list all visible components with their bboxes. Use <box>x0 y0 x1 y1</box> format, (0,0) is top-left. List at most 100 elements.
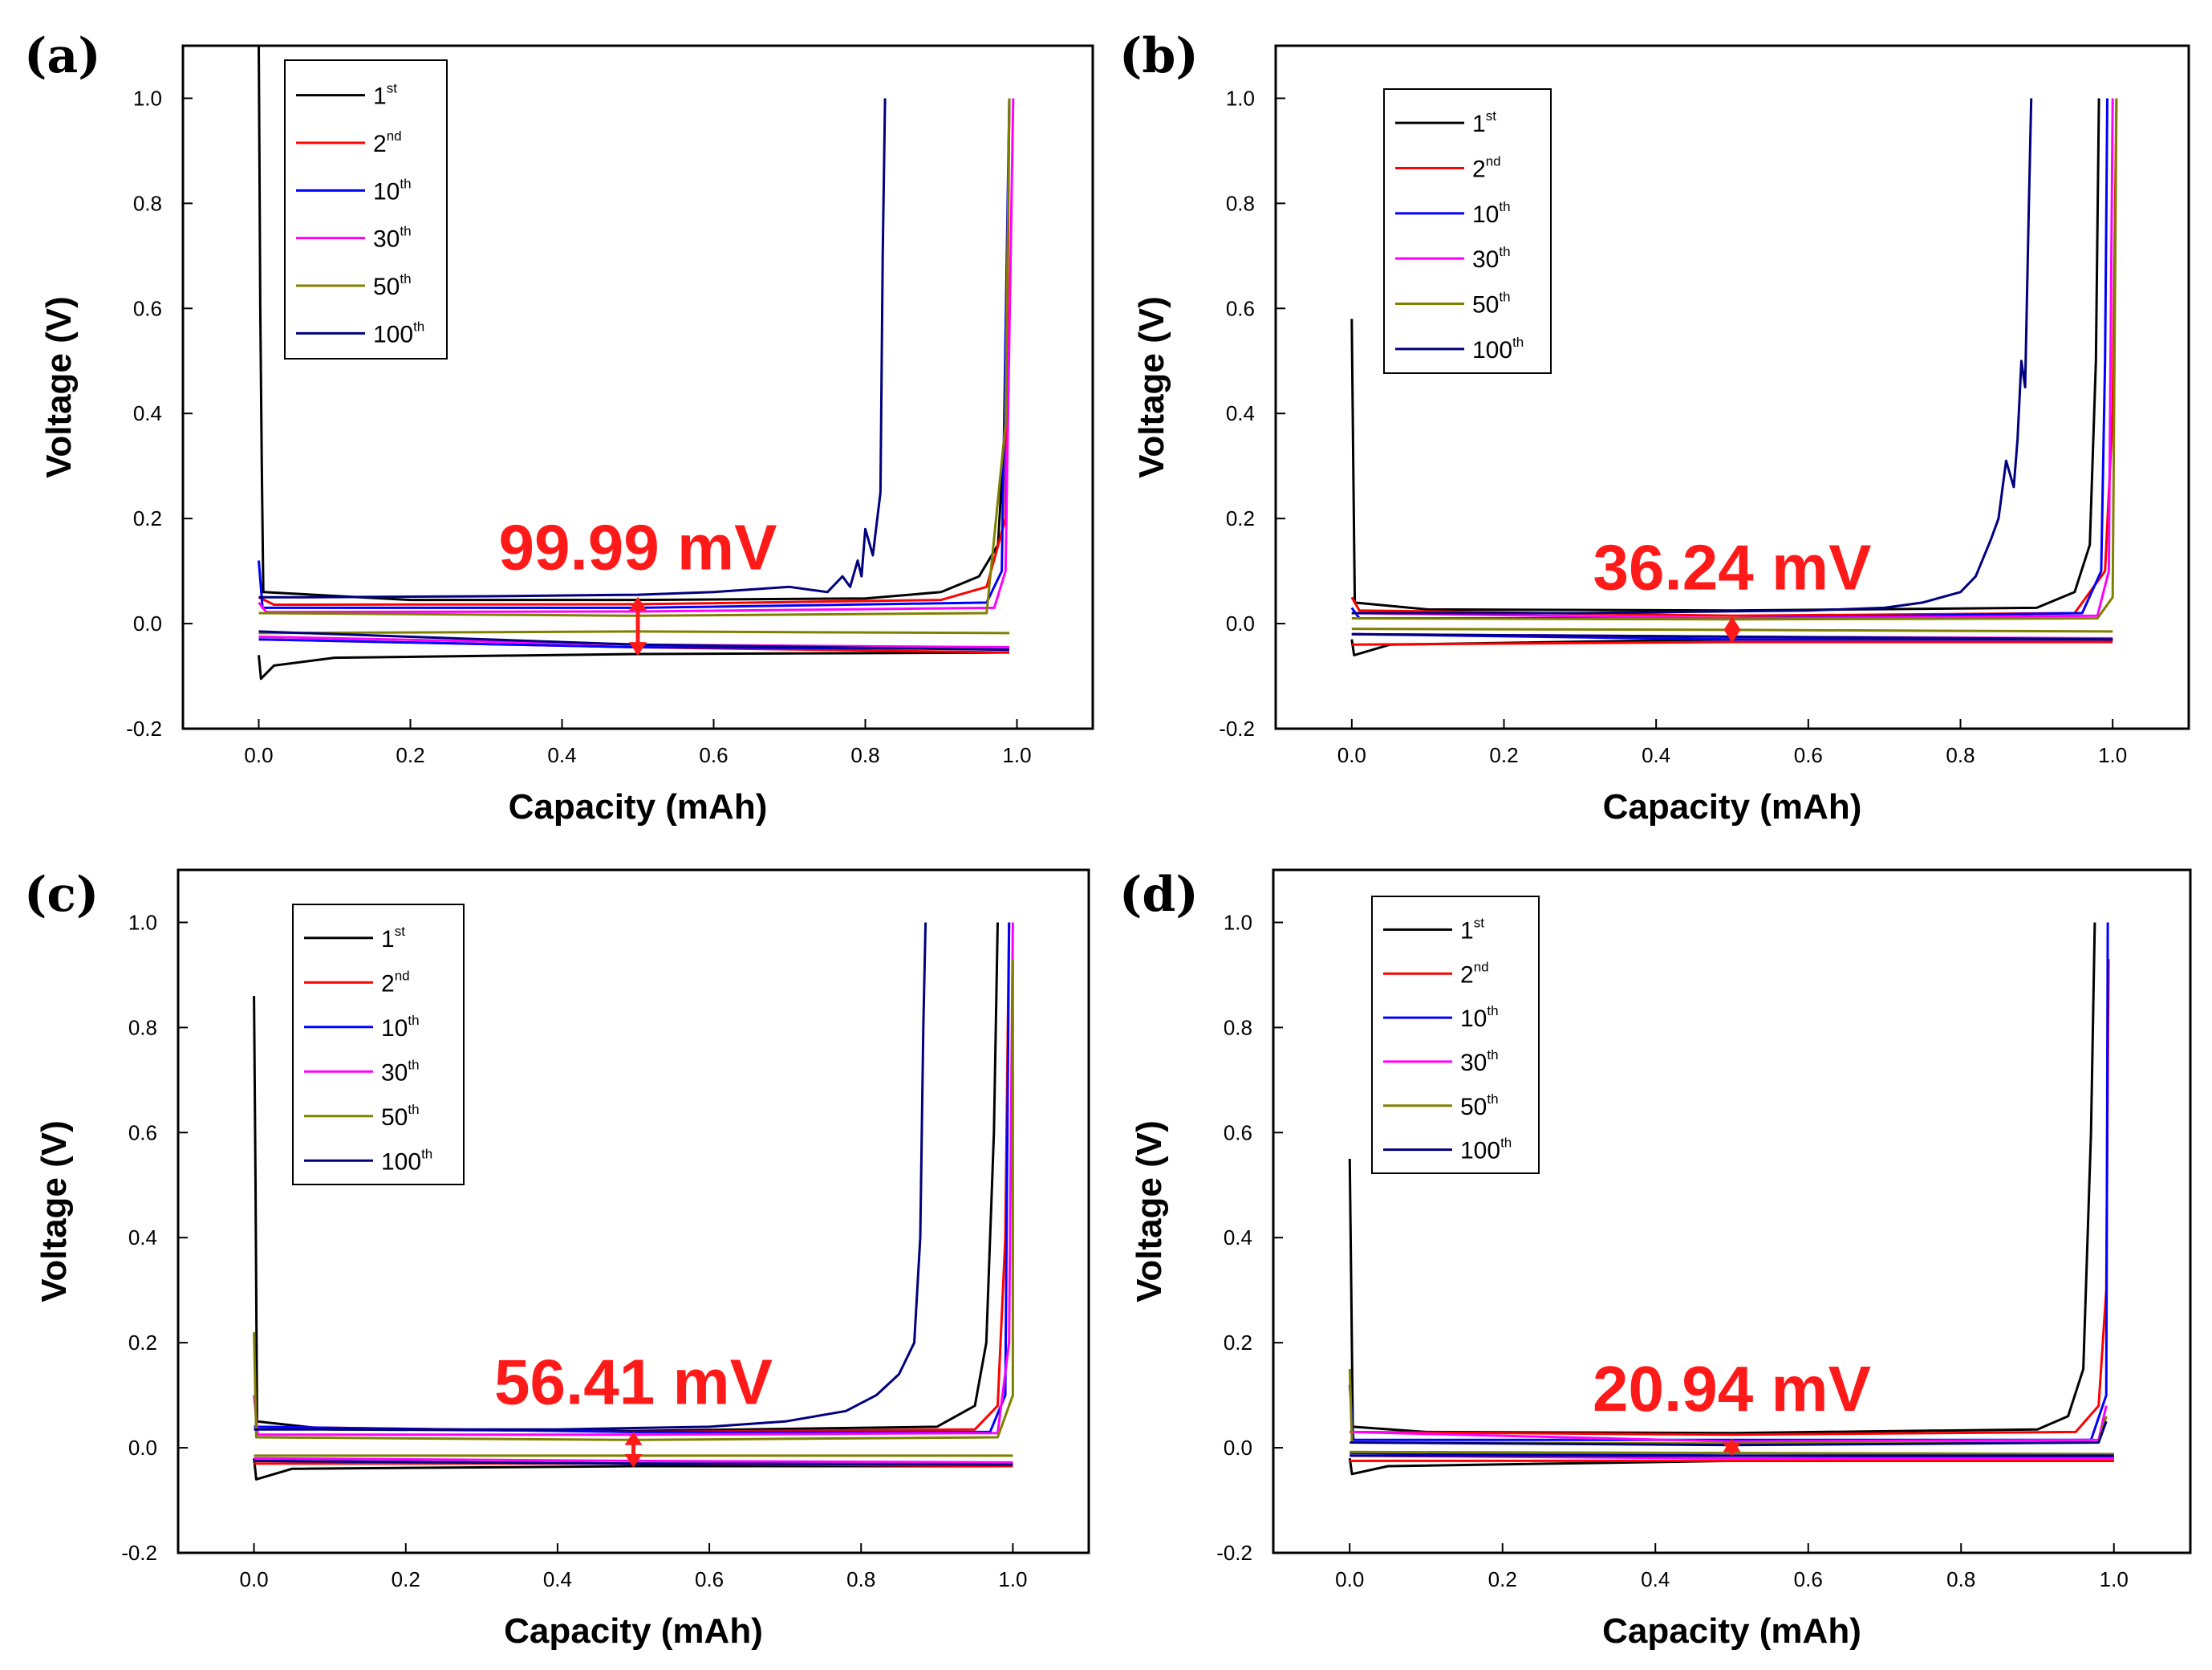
legend: 1st 2nd 10th 30th 50th 100th <box>1383 88 1552 374</box>
series-1st <box>1350 98 2100 612</box>
y-tick-label: 0.0 <box>1226 612 1255 636</box>
gap-arrow-head-down <box>1723 1442 1741 1457</box>
x-tick-label: 0.6 <box>699 743 728 767</box>
legend-label: 1st <box>381 924 405 953</box>
y-tick-label: 0.8 <box>128 1015 157 1039</box>
series-100th <box>1350 1420 2108 1447</box>
x-tick-label: 0.2 <box>1488 1567 1517 1591</box>
voltage-gap-annotation: 56.41 mV <box>494 1347 773 1469</box>
y-tick-label: -0.2 <box>121 1541 157 1565</box>
x-tick-label: 1.0 <box>2100 1567 2129 1591</box>
x-tick-label: 1.0 <box>2098 743 2127 767</box>
legend-label: 1st <box>373 81 397 110</box>
panel-d: (d) 0.0 0.2 0.4 0.6 0.8 1.0 -0.2 0.0 0.2 0.4 0.6 0.8… <box>1119 867 2192 1651</box>
x-tick-label: 0.6 <box>1794 1567 1823 1591</box>
y-tick-label: 0.2 <box>1224 1331 1252 1355</box>
x-axis-label: Capacity (mAh) <box>504 1611 763 1651</box>
legend-label: 10th <box>381 1013 420 1042</box>
legend-label: 30th <box>1472 244 1511 273</box>
x-tick-label: 0.8 <box>1946 743 1975 767</box>
x-tick-label: 0.0 <box>244 743 273 767</box>
gap-arrow-head-down <box>629 642 647 656</box>
legend-label: 50th <box>381 1102 420 1131</box>
legend-label: 1st <box>1472 108 1496 137</box>
y-tick-label: 0.0 <box>128 1436 157 1460</box>
voltage-gap-annotation: 20.94 mV <box>1593 1353 1871 1457</box>
series-50th <box>258 98 1011 617</box>
legend-label: 2nd <box>1460 959 1489 988</box>
panel-a: (a) 0.0 0.2 0.4 0.6 0.8 1.0 -0.2 0.0 0.2 0.4 0.6 0.8… <box>24 28 1094 827</box>
plot-frame <box>181 44 1094 730</box>
gap-arrow-head-up <box>624 1431 643 1445</box>
x-axis-label: Capacity (mAh) <box>509 787 768 827</box>
x-tick-label: 0.4 <box>543 1567 572 1591</box>
plot-frame <box>1274 44 2190 730</box>
y-tick-label: 0.6 <box>1224 1120 1252 1144</box>
x-tick-label: 0.2 <box>392 1567 420 1591</box>
panel-label: (d) <box>1119 867 1199 923</box>
legend-label: 10th <box>1460 1003 1499 1032</box>
legend-label: 100th <box>1472 335 1524 364</box>
legend-label: 2nd <box>373 128 402 157</box>
y-tick-label: 0.8 <box>1224 1015 1252 1039</box>
gap-value-label: 36.24 mV <box>1593 531 1872 603</box>
series-30th <box>1351 98 2114 620</box>
y-axis-label: Voltage (V) <box>1132 296 1171 478</box>
y-tick-label: 0.2 <box>1226 506 1255 530</box>
x-tick-label: 1.0 <box>1002 743 1031 767</box>
x-tick-label: 0.4 <box>1642 743 1670 767</box>
gap-value-label: 56.41 mV <box>494 1347 773 1418</box>
x-tick-label: 0.6 <box>695 1567 724 1591</box>
x-tick-label: 0.2 <box>396 743 424 767</box>
legend-label: 100th <box>381 1146 432 1175</box>
series-50th <box>253 959 1014 1441</box>
y-axis-label: Voltage (V) <box>39 296 79 478</box>
series-50th-discharge <box>258 630 1010 635</box>
legend-box <box>292 904 465 1185</box>
x-tick-label: 1.0 <box>998 1567 1027 1591</box>
panel-b: (b) 0.0 0.2 0.4 0.6 0.8 1.0 -0.2 0.0 0.2 0.4 0.6 0.8… <box>1119 28 2190 827</box>
voltage-gap-annotation: 99.99 mV <box>499 512 777 656</box>
x-tick-label: 0.6 <box>1794 743 1823 767</box>
y-tick-label: 0.4 <box>1226 401 1255 425</box>
y-tick-label: 0.4 <box>128 1225 157 1249</box>
panel-label: (b) <box>1119 28 1199 84</box>
x-tick-label: 0.0 <box>240 1567 269 1591</box>
series-1st <box>1348 922 2096 1435</box>
series-50th <box>1351 98 2118 621</box>
series-30th <box>1350 1405 2108 1443</box>
series-1st-discharge <box>253 1458 1013 1481</box>
legend: 1st 2nd 10th 30th 50th 100th <box>1371 896 1540 1174</box>
panel-label: (a) <box>24 28 101 84</box>
y-tick-label: 1.0 <box>1226 86 1255 110</box>
legend-label: 30th <box>381 1057 420 1086</box>
y-tick-label: 0.2 <box>128 1331 157 1355</box>
legend-label: 100th <box>373 319 424 347</box>
x-axis-label: Capacity (mAh) <box>1603 787 1862 827</box>
legend-label: 1st <box>1460 915 1484 944</box>
y-tick-label: 0.8 <box>1226 191 1255 215</box>
gap-arrow-head-down <box>1723 628 1741 643</box>
y-tick-label: 0.4 <box>133 401 162 425</box>
gap-value-label: 20.94 mV <box>1593 1353 1871 1424</box>
x-tick-label: 0.0 <box>1335 1567 1364 1591</box>
panel-label: (c) <box>24 867 99 923</box>
y-tick-label: -0.2 <box>1219 717 1255 741</box>
legend-label: 10th <box>373 176 412 205</box>
x-tick-label: 0.8 <box>850 743 879 767</box>
legend-label: 50th <box>373 271 412 300</box>
x-tick-label: 0.4 <box>547 743 576 767</box>
legend-label: 2nd <box>1472 154 1501 183</box>
x-tick-label: 0.8 <box>846 1567 875 1591</box>
y-tick-label: 0.8 <box>133 191 162 215</box>
legend-label: 30th <box>1460 1047 1499 1076</box>
gap-arrow-head-up <box>629 596 647 611</box>
series-1st-discharge <box>258 651 1010 681</box>
plot-frame <box>177 868 1090 1554</box>
y-tick-label: 1.0 <box>128 910 157 934</box>
x-tick-label: 0.0 <box>1337 743 1366 767</box>
series-100th <box>254 922 927 1431</box>
y-tick-label: 0.0 <box>133 612 162 636</box>
legend-label: 10th <box>1472 199 1511 228</box>
